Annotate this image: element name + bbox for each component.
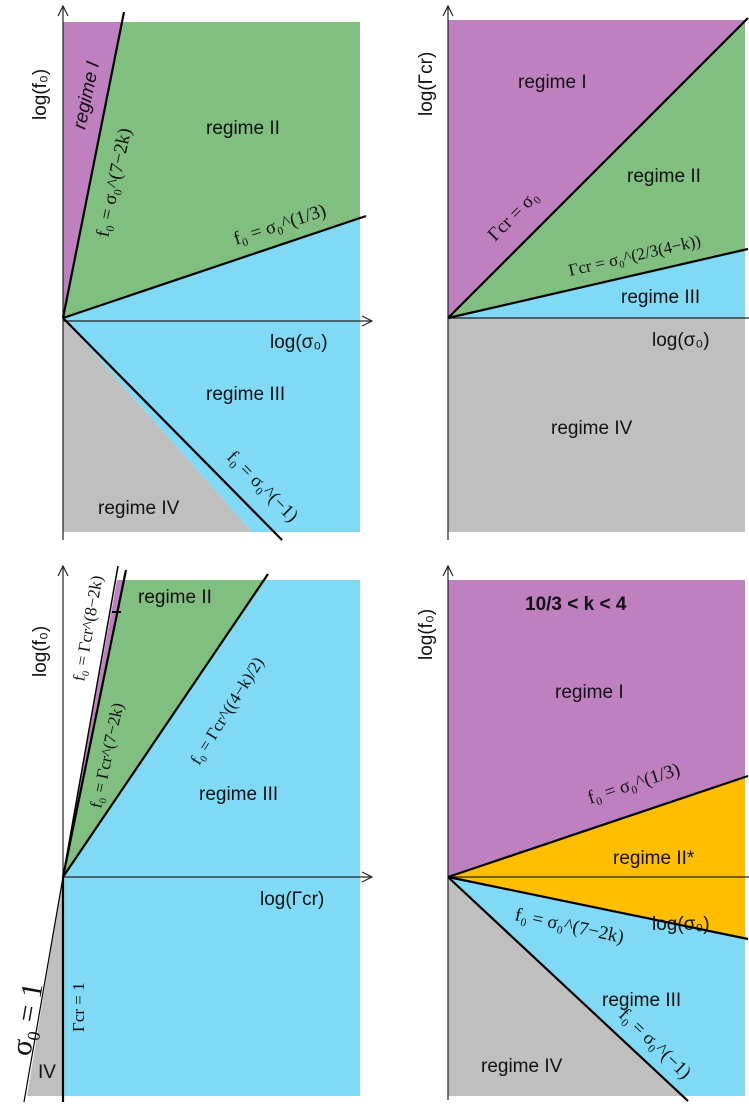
panel-b-regime-IV-label: regime IV bbox=[551, 418, 633, 439]
panel-c-line-vert-label: Γcr = 1 bbox=[69, 982, 88, 1032]
panel-a-line-shallow bbox=[62, 214, 367, 320]
panel-d-condition-label: 10/3 < k < 4 bbox=[525, 594, 627, 615]
panel-b-line-diag bbox=[447, 17, 749, 319]
panel-a-line-steep bbox=[61, 11, 126, 319]
panel-d-regime-II-star-label: regime II* bbox=[613, 848, 695, 869]
panel-d: log(f₀) log(σ₀) 10/3 < k < 4 regime I re… bbox=[416, 566, 749, 1102]
panel-c-regime-IV-label: IV bbox=[38, 1062, 56, 1083]
panel-a-regime-II-region bbox=[63, 22, 360, 318]
panel-a: log(f₀) log(σ₀) regime I regime II regim… bbox=[30, 6, 372, 541]
panel-a-regime-III-label: regime III bbox=[206, 384, 285, 405]
panel-c-line-c bbox=[62, 573, 269, 878]
panel-d-regime-II-star-region bbox=[448, 777, 745, 938]
panel-d-line-up bbox=[447, 774, 749, 879]
panel-d-regime-IV-label: regime IV bbox=[481, 1056, 563, 1077]
panel-b-line-shallow bbox=[447, 247, 749, 320]
panel-b-regime-IV-region bbox=[448, 318, 745, 532]
panel-b: log(Γcr) log(σ₀) regime I regime II regi… bbox=[416, 6, 749, 540]
panel-c: log(f₀) log(Γcr) regime II regime III IV… bbox=[4, 565, 372, 1103]
panel-b-regime-III-label: regime III bbox=[621, 287, 700, 308]
panel-a-regime-IV-label: regime IV bbox=[98, 498, 180, 519]
panel-a-line-down bbox=[62, 317, 283, 541]
panel-d-regime-I-label: regime I bbox=[555, 682, 624, 703]
panel-c-y-axis-label: log(f₀) bbox=[30, 626, 51, 677]
panel-b-regime-II-label: regime II bbox=[627, 166, 701, 187]
panel-d-y-axis-label: log(f₀) bbox=[416, 609, 437, 660]
panel-a-regime-IV-region bbox=[63, 318, 252, 532]
panel-d-regime-III-region bbox=[448, 877, 745, 1096]
panel-c-regime-III-region bbox=[63, 580, 360, 1096]
panel-a-x-axis-label: log(σ₀) bbox=[270, 332, 328, 353]
panel-c-x-axis-label: log(Γcr) bbox=[260, 889, 324, 910]
panel-c-line-a bbox=[62, 565, 119, 878]
panel-d-line-down-steep bbox=[447, 876, 689, 1102]
panel-b-regime-I-label: regime I bbox=[518, 72, 587, 93]
panel-d-regime-I-region bbox=[448, 580, 745, 877]
panel-a-regime-III-region bbox=[63, 218, 360, 532]
panel-c-regime-III-label: regime III bbox=[199, 784, 278, 805]
panel-c-line-sigma bbox=[23, 876, 64, 1103]
panel-b-x-axis-label: log(σ₀) bbox=[652, 330, 710, 351]
panel-d-regime-III-label: regime III bbox=[602, 990, 681, 1011]
panel-c-line-b bbox=[61, 569, 128, 878]
panel-d-line-down bbox=[447, 875, 749, 941]
panel-a-regime-II-label: regime II bbox=[206, 118, 280, 139]
panel-b-y-axis-label: log(Γcr) bbox=[416, 52, 437, 116]
panel-a-y-axis-label: log(f₀) bbox=[30, 69, 51, 120]
panel-d-x-axis-label: log(σ₀) bbox=[652, 914, 710, 935]
panel-c-regime-II-label: regime II bbox=[138, 587, 212, 608]
